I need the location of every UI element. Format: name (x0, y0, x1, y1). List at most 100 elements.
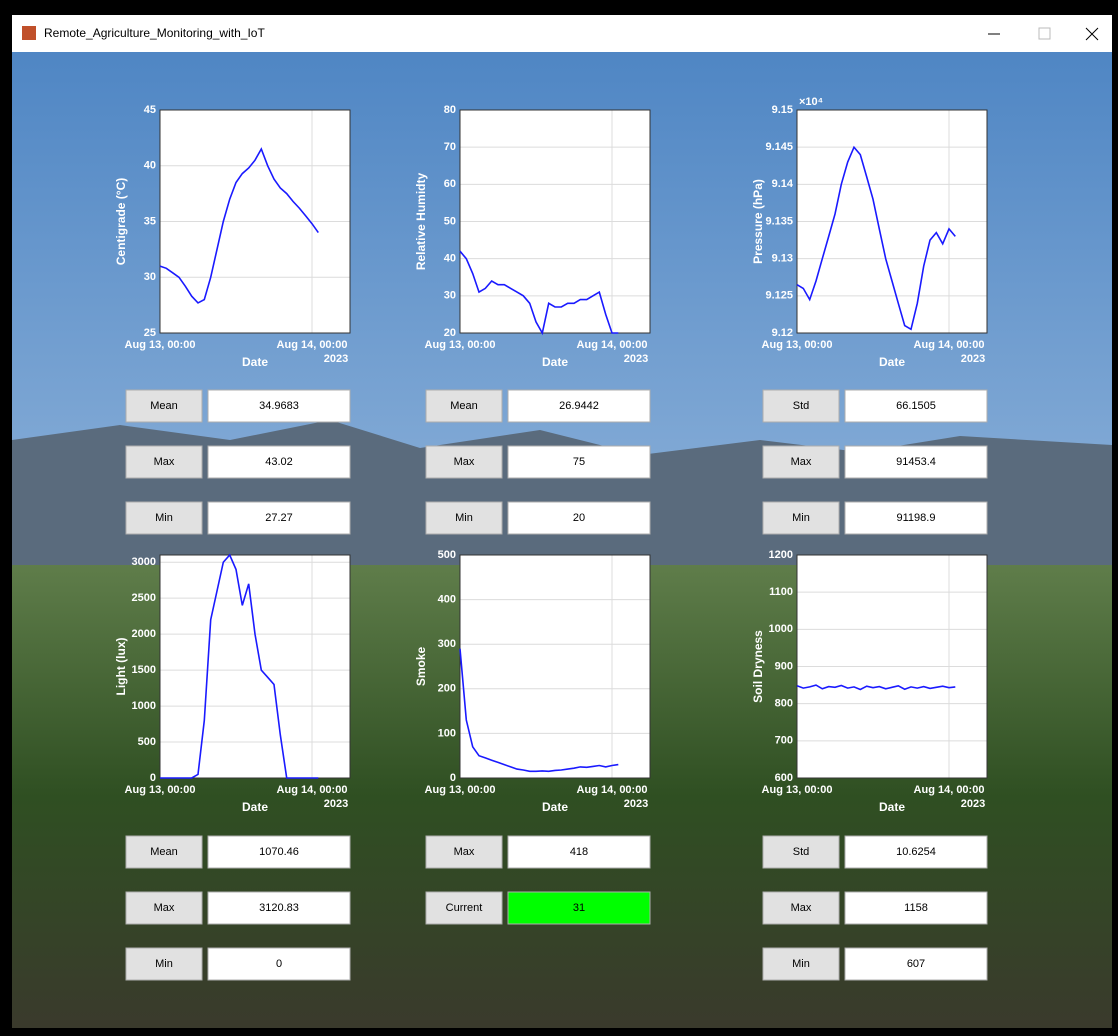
x-axis-label: Date (879, 800, 905, 814)
y-tick-label: 1200 (769, 549, 793, 561)
y-tick-label: 35 (144, 215, 156, 227)
stat-value: 31 (573, 902, 585, 914)
y-tick-label: 1500 (132, 664, 156, 676)
x-axis-label: Date (542, 355, 568, 369)
stat-button-label[interactable]: Min (792, 958, 810, 970)
y-tick-label: 1100 (769, 586, 793, 598)
y-tick-label: 80 (444, 104, 456, 116)
app-icon (22, 26, 36, 40)
y-tick-label: 20 (444, 327, 456, 339)
x-axis-label: Date (542, 800, 568, 814)
plot-area (160, 555, 350, 778)
stat-value: 34.9683 (259, 400, 299, 412)
y-tick-label: 1000 (769, 623, 793, 635)
x-tick-label: Aug 13, 00:00 (425, 339, 496, 351)
y-exponent-label: ×10⁴ (799, 96, 823, 108)
y-tick-label: 40 (144, 160, 156, 172)
stat-value: 1158 (904, 902, 928, 914)
y-axis-label: Soil Dryness (751, 630, 765, 703)
x-year-label: 2023 (624, 353, 648, 365)
stat-button-label[interactable]: Std (793, 400, 810, 412)
x-tick-label: Aug 13, 00:00 (762, 784, 833, 796)
x-axis-label: Date (879, 355, 905, 369)
stat-button-label[interactable]: Max (454, 846, 475, 858)
x-tick-label: Aug 14, 00:00 (577, 784, 648, 796)
stat-button-label[interactable]: Min (792, 512, 810, 524)
stat-button-label[interactable]: Max (154, 456, 175, 468)
stat-button-label[interactable]: Min (155, 958, 173, 970)
x-tick-label: Aug 13, 00:00 (125, 339, 196, 351)
y-axis-label: Pressure (hPa) (751, 179, 765, 264)
x-tick-label: Aug 14, 00:00 (914, 339, 985, 351)
stat-value: 75 (573, 456, 585, 468)
window-title: Remote_Agriculture_Monitoring_with_IoT (44, 26, 265, 40)
stat-value: 91453.4 (896, 456, 936, 468)
y-tick-label: 60 (444, 178, 456, 190)
stat-button-label[interactable]: Std (793, 846, 810, 858)
y-tick-label: 40 (444, 253, 456, 265)
y-tick-label: 1000 (132, 700, 156, 712)
x-tick-label: Aug 14, 00:00 (577, 339, 648, 351)
stat-button-label[interactable]: Max (154, 902, 175, 914)
y-tick-label: 9.14 (772, 178, 794, 190)
y-tick-label: 100 (438, 727, 456, 739)
x-tick-label: Aug 14, 00:00 (277, 784, 348, 796)
x-axis-label: Date (242, 800, 268, 814)
stat-button-label[interactable]: Max (791, 456, 812, 468)
y-axis-label: Smoke (414, 647, 428, 687)
y-tick-label: 45 (144, 104, 156, 116)
y-tick-label: 9.12 (772, 327, 793, 339)
y-tick-label: 2000 (132, 628, 156, 640)
y-tick-label: 9.125 (765, 290, 793, 302)
y-tick-label: 500 (438, 549, 456, 561)
x-axis-label: Date (242, 355, 268, 369)
x-year-label: 2023 (961, 798, 985, 810)
x-year-label: 2023 (961, 353, 985, 365)
y-tick-label: 400 (438, 594, 456, 606)
stat-button-label[interactable]: Current (446, 902, 483, 914)
stat-value: 418 (570, 846, 588, 858)
stat-value: 66.1505 (896, 400, 936, 412)
stat-value: 607 (907, 958, 925, 970)
app-window: Remote_Agriculture_Monitoring_with_IoT 2… (0, 0, 1118, 1031)
x-year-label: 2023 (324, 798, 348, 810)
stat-value: 91198.9 (897, 512, 936, 524)
x-tick-label: Aug 13, 00:00 (762, 339, 833, 351)
y-tick-label: 30 (144, 271, 156, 283)
y-axis-label: Light (lux) (114, 638, 128, 696)
stat-button-label[interactable]: Mean (150, 400, 178, 412)
stat-button-label[interactable]: Max (454, 456, 475, 468)
background-mountains (12, 420, 1112, 575)
y-tick-label: 900 (775, 660, 793, 672)
stat-button-label[interactable]: Mean (150, 846, 178, 858)
stat-value: 26.9442 (559, 400, 599, 412)
y-tick-label: 0 (450, 772, 456, 784)
x-year-label: 2023 (624, 798, 648, 810)
stat-value: 1070.46 (259, 846, 299, 858)
x-tick-label: Aug 13, 00:00 (425, 784, 496, 796)
y-tick-label: 200 (438, 683, 456, 695)
stat-value: 0 (276, 958, 282, 970)
y-tick-label: 2500 (132, 592, 156, 604)
y-tick-label: 9.13 (772, 253, 793, 265)
y-tick-label: 3000 (132, 556, 156, 568)
stat-value: 10.6254 (896, 846, 936, 858)
y-tick-label: 500 (138, 736, 156, 748)
y-tick-label: 700 (775, 735, 793, 747)
y-axis-label: Centigrade (°C) (114, 178, 128, 265)
stat-value: 43.02 (265, 456, 293, 468)
x-tick-label: Aug 14, 00:00 (277, 339, 348, 351)
y-axis-label: Relative Humidty (414, 172, 428, 270)
y-tick-label: 70 (444, 141, 456, 153)
y-tick-label: 600 (775, 772, 793, 784)
x-tick-label: Aug 13, 00:00 (125, 784, 196, 796)
plot-area (460, 555, 650, 778)
stat-value: 27.27 (265, 512, 293, 524)
stat-button-label[interactable]: Max (791, 902, 812, 914)
x-tick-label: Aug 14, 00:00 (914, 784, 985, 796)
stat-button-label[interactable]: Min (455, 512, 473, 524)
stat-button-label[interactable]: Min (155, 512, 173, 524)
y-tick-label: 9.135 (765, 215, 793, 227)
stat-button-label[interactable]: Mean (450, 400, 478, 412)
y-tick-label: 9.15 (772, 104, 793, 116)
